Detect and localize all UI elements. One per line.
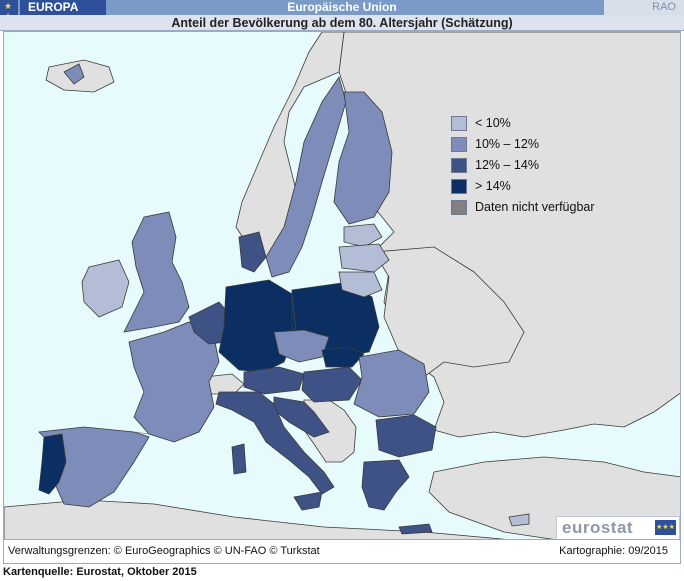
source-text: Kartenquelle: Eurostat, Oktober 2015	[3, 566, 197, 578]
belarus-ukraine-land	[373, 246, 525, 378]
legend-swatch	[451, 200, 467, 215]
legend-label: > 14%	[475, 179, 511, 193]
bulgaria-region	[375, 414, 437, 458]
europe-map	[4, 32, 680, 539]
portugal-region	[38, 433, 67, 495]
romania-region	[353, 349, 430, 418]
sardinia-region	[231, 443, 247, 475]
sweden-region	[265, 76, 347, 278]
iceland-blue-region	[63, 63, 85, 85]
map-subtitle: Anteil der Bevölkerung ab dem 80. Alters…	[0, 15, 684, 31]
lithuania-region	[338, 271, 383, 298]
cartography-date: Kartographie: 09/2015	[559, 545, 668, 557]
africa-land	[4, 499, 507, 539]
legend-swatch	[451, 116, 467, 131]
eu-countries	[38, 63, 530, 535]
legend-swatch	[451, 137, 467, 152]
slovakia-region	[321, 346, 365, 368]
eurostat-logo: eurostat ★★★	[556, 516, 680, 539]
border-de-pl	[291, 293, 297, 333]
denmark-region	[238, 231, 267, 273]
non-eu-land	[4, 32, 680, 539]
map-title: Europäische Union	[287, 0, 397, 14]
crete-region	[398, 523, 433, 535]
legend-label: 10% – 12%	[475, 137, 539, 151]
region-borders	[133, 293, 297, 435]
legend-label: 12% – 14%	[475, 158, 539, 172]
legend-label: Daten nicht verfügbar	[475, 200, 595, 214]
austria-region	[243, 366, 305, 395]
finland-region	[333, 91, 393, 225]
sicily-region	[293, 491, 323, 511]
latvia-region	[338, 243, 390, 273]
map-frame: < 10% 10% – 12% 12% – 14% > 14% Daten ni…	[3, 31, 681, 540]
cyprus-region	[508, 513, 530, 527]
region-label: EUROPA	[20, 0, 106, 15]
uk-region	[123, 211, 190, 333]
credits-text: Verwaltungsgrenzen: © EuroGeographics © …	[8, 545, 320, 557]
estonia-region	[343, 223, 383, 248]
legend-swatch	[451, 179, 467, 194]
greece-region	[361, 459, 410, 511]
eu-flag-icon: ★★★	[655, 520, 676, 535]
eurostat-wordmark: eurostat	[562, 518, 634, 537]
rao-label: RAO	[604, 0, 684, 15]
czechia-region	[273, 329, 330, 363]
legend-label: < 10%	[475, 116, 511, 130]
hungary-region	[301, 366, 363, 403]
legend-swatch	[451, 158, 467, 173]
ireland-region	[81, 259, 130, 318]
map-footer: Verwaltungsgrenzen: © EuroGeographics © …	[3, 540, 681, 564]
germany-region	[218, 279, 297, 373]
top-bar: ★ ★ EUROPA Europäische Union RAO	[0, 0, 684, 22]
border-es-fr	[133, 431, 150, 435]
